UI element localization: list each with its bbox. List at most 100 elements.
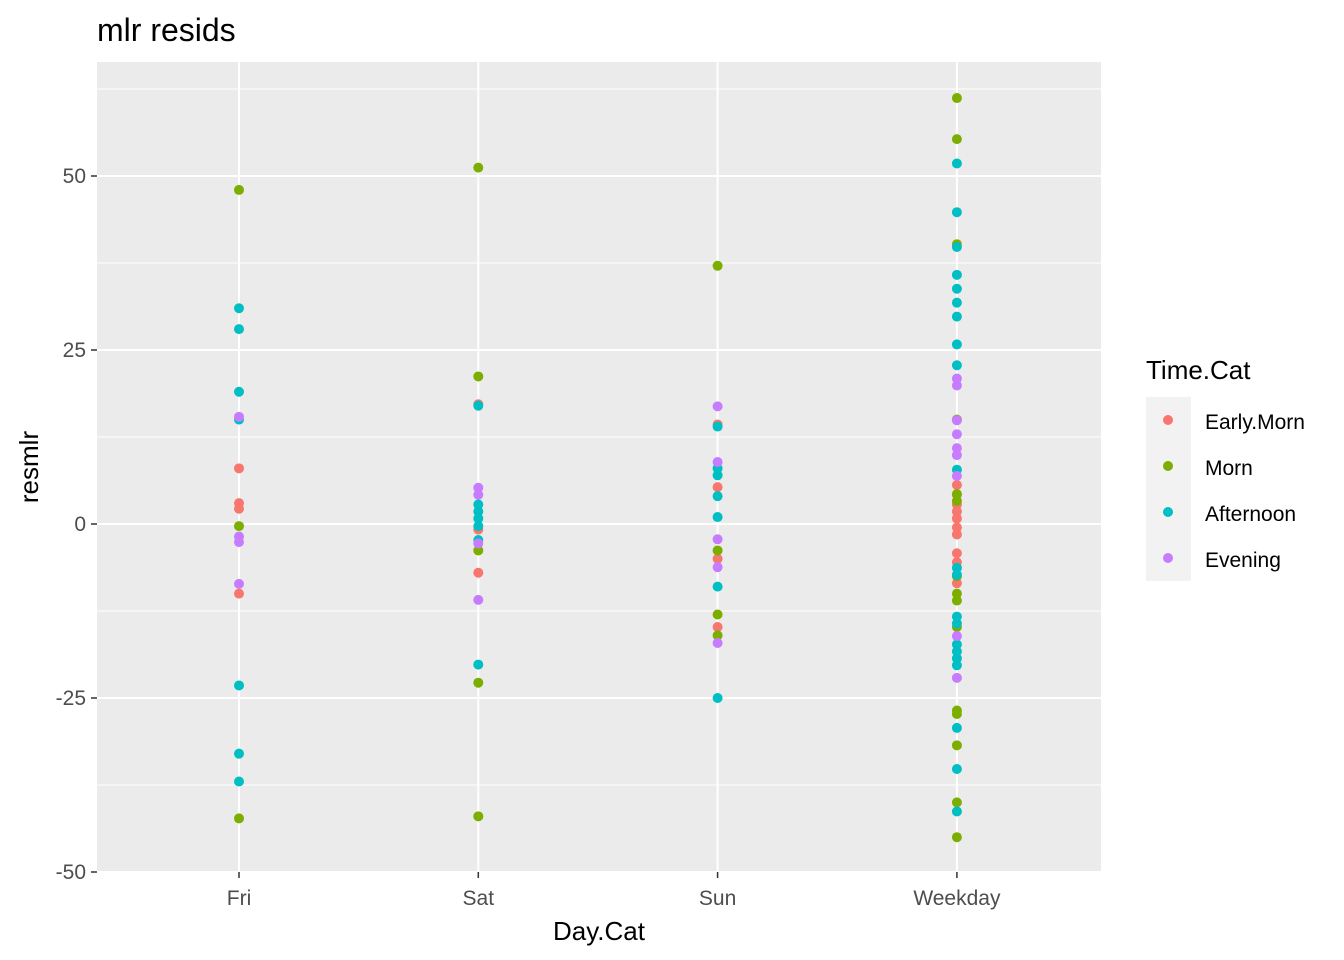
data-point-early-morn [712,553,723,564]
data-point-afternoon [473,659,484,670]
legend-label: Afternoon [1205,503,1296,526]
legend-key-morn [1163,461,1173,471]
plot-panel [97,62,1101,872]
data-point-afternoon [951,562,962,573]
data-point-afternoon [234,748,244,759]
data-point-early-morn [951,578,962,589]
data-point-evening [473,538,484,549]
legend-title: Time.Cat [1146,355,1251,385]
data-point-afternoon [951,653,962,664]
data-point-afternoon [712,470,723,481]
data-point-early-morn [234,503,244,514]
data-point-morn [951,832,962,843]
data-point-evening [951,631,962,642]
data-point-early-morn [712,482,723,493]
data-point-evening [473,594,484,605]
data-point-evening [234,411,244,422]
legend: Time.Cat Early.Morn Morn Afternoon Evening [1146,355,1305,581]
data-point-afternoon [234,324,244,335]
data-point-morn [951,588,962,599]
data-point-afternoon [712,581,723,592]
data-point-afternoon [234,776,244,787]
legend-label: Early.Morn [1205,411,1305,434]
y-tick-labels: -50 -25 0 25 50 [56,165,97,884]
data-point-afternoon [951,283,962,294]
data-point-early-morn [234,463,244,474]
data-point-evening [951,672,962,683]
data-point-evening [712,457,723,468]
data-points [234,93,962,843]
data-point-morn [234,184,244,195]
x-tick-label: Weekday [913,887,1001,910]
data-point-morn [473,677,484,688]
data-point-afternoon [951,297,962,308]
data-point-morn [712,260,723,271]
data-point-morn [712,609,723,620]
data-point-afternoon [951,207,962,218]
data-point-early-morn [951,513,962,524]
data-point-evening [951,429,962,440]
y-axis-title: resmlr [14,431,44,504]
data-point-afternoon [234,680,244,691]
data-point-evening [473,482,484,493]
x-tick-label: Sat [463,887,495,910]
data-point-afternoon [712,421,723,432]
data-point-afternoon [951,311,962,322]
data-point-afternoon [951,339,962,350]
data-point-afternoon [951,611,962,622]
data-point-morn [712,630,723,641]
data-point-afternoon [234,386,244,397]
legend-items: Early.Morn Morn Afternoon Evening [1163,411,1305,572]
data-point-morn [951,740,962,751]
data-point-morn [234,813,244,824]
grid-minor [97,88,1101,786]
legend-key-evening [1163,553,1173,563]
data-point-evening [951,380,962,391]
data-point-evening [951,443,962,454]
data-point-morn [951,93,962,104]
x-tick-label: Fri [227,887,252,910]
x-axis-title: Day.Cat [553,916,646,946]
data-point-afternoon [951,569,962,580]
data-point-afternoon [951,360,962,371]
data-point-afternoon [234,303,244,314]
data-point-evening [234,537,244,548]
data-point-afternoon [951,269,962,280]
data-point-afternoon [951,646,962,657]
y-tick-label: 50 [63,165,86,188]
data-point-evening [951,470,962,481]
data-point-evening [712,401,723,412]
data-point-afternoon [951,618,962,629]
data-point-morn [473,371,484,382]
data-point-early-morn [951,548,962,559]
data-point-morn [712,545,723,556]
chart-title: mlr resids [97,12,236,48]
data-point-morn [951,595,962,606]
data-point-evening [234,578,244,589]
x-tick-labels: Fri Sat Sun Weekday [227,872,1001,910]
data-point-morn [951,489,962,500]
data-point-evening [712,534,723,545]
data-point-afternoon [712,491,723,502]
data-point-afternoon [951,763,962,774]
data-point-afternoon [951,639,962,650]
data-point-afternoon [712,512,723,523]
legend-key-afternoon [1163,507,1173,517]
data-point-afternoon [473,499,484,510]
data-point-afternoon [951,660,962,671]
data-point-evening [712,638,723,649]
data-point-afternoon [951,806,962,817]
data-point-morn [473,811,484,822]
legend-label: Morn [1205,457,1253,480]
y-tick-label: -25 [56,687,86,710]
data-point-afternoon [951,241,962,252]
data-point-afternoon [473,400,484,411]
data-point-afternoon [473,506,484,517]
data-point-morn [951,496,962,507]
data-point-early-morn [951,506,962,517]
legend-key-early-morn [1163,415,1173,425]
data-point-early-morn [951,522,962,533]
data-point-morn [473,545,484,556]
y-tick-label: 0 [74,513,86,536]
data-point-afternoon [712,693,723,703]
